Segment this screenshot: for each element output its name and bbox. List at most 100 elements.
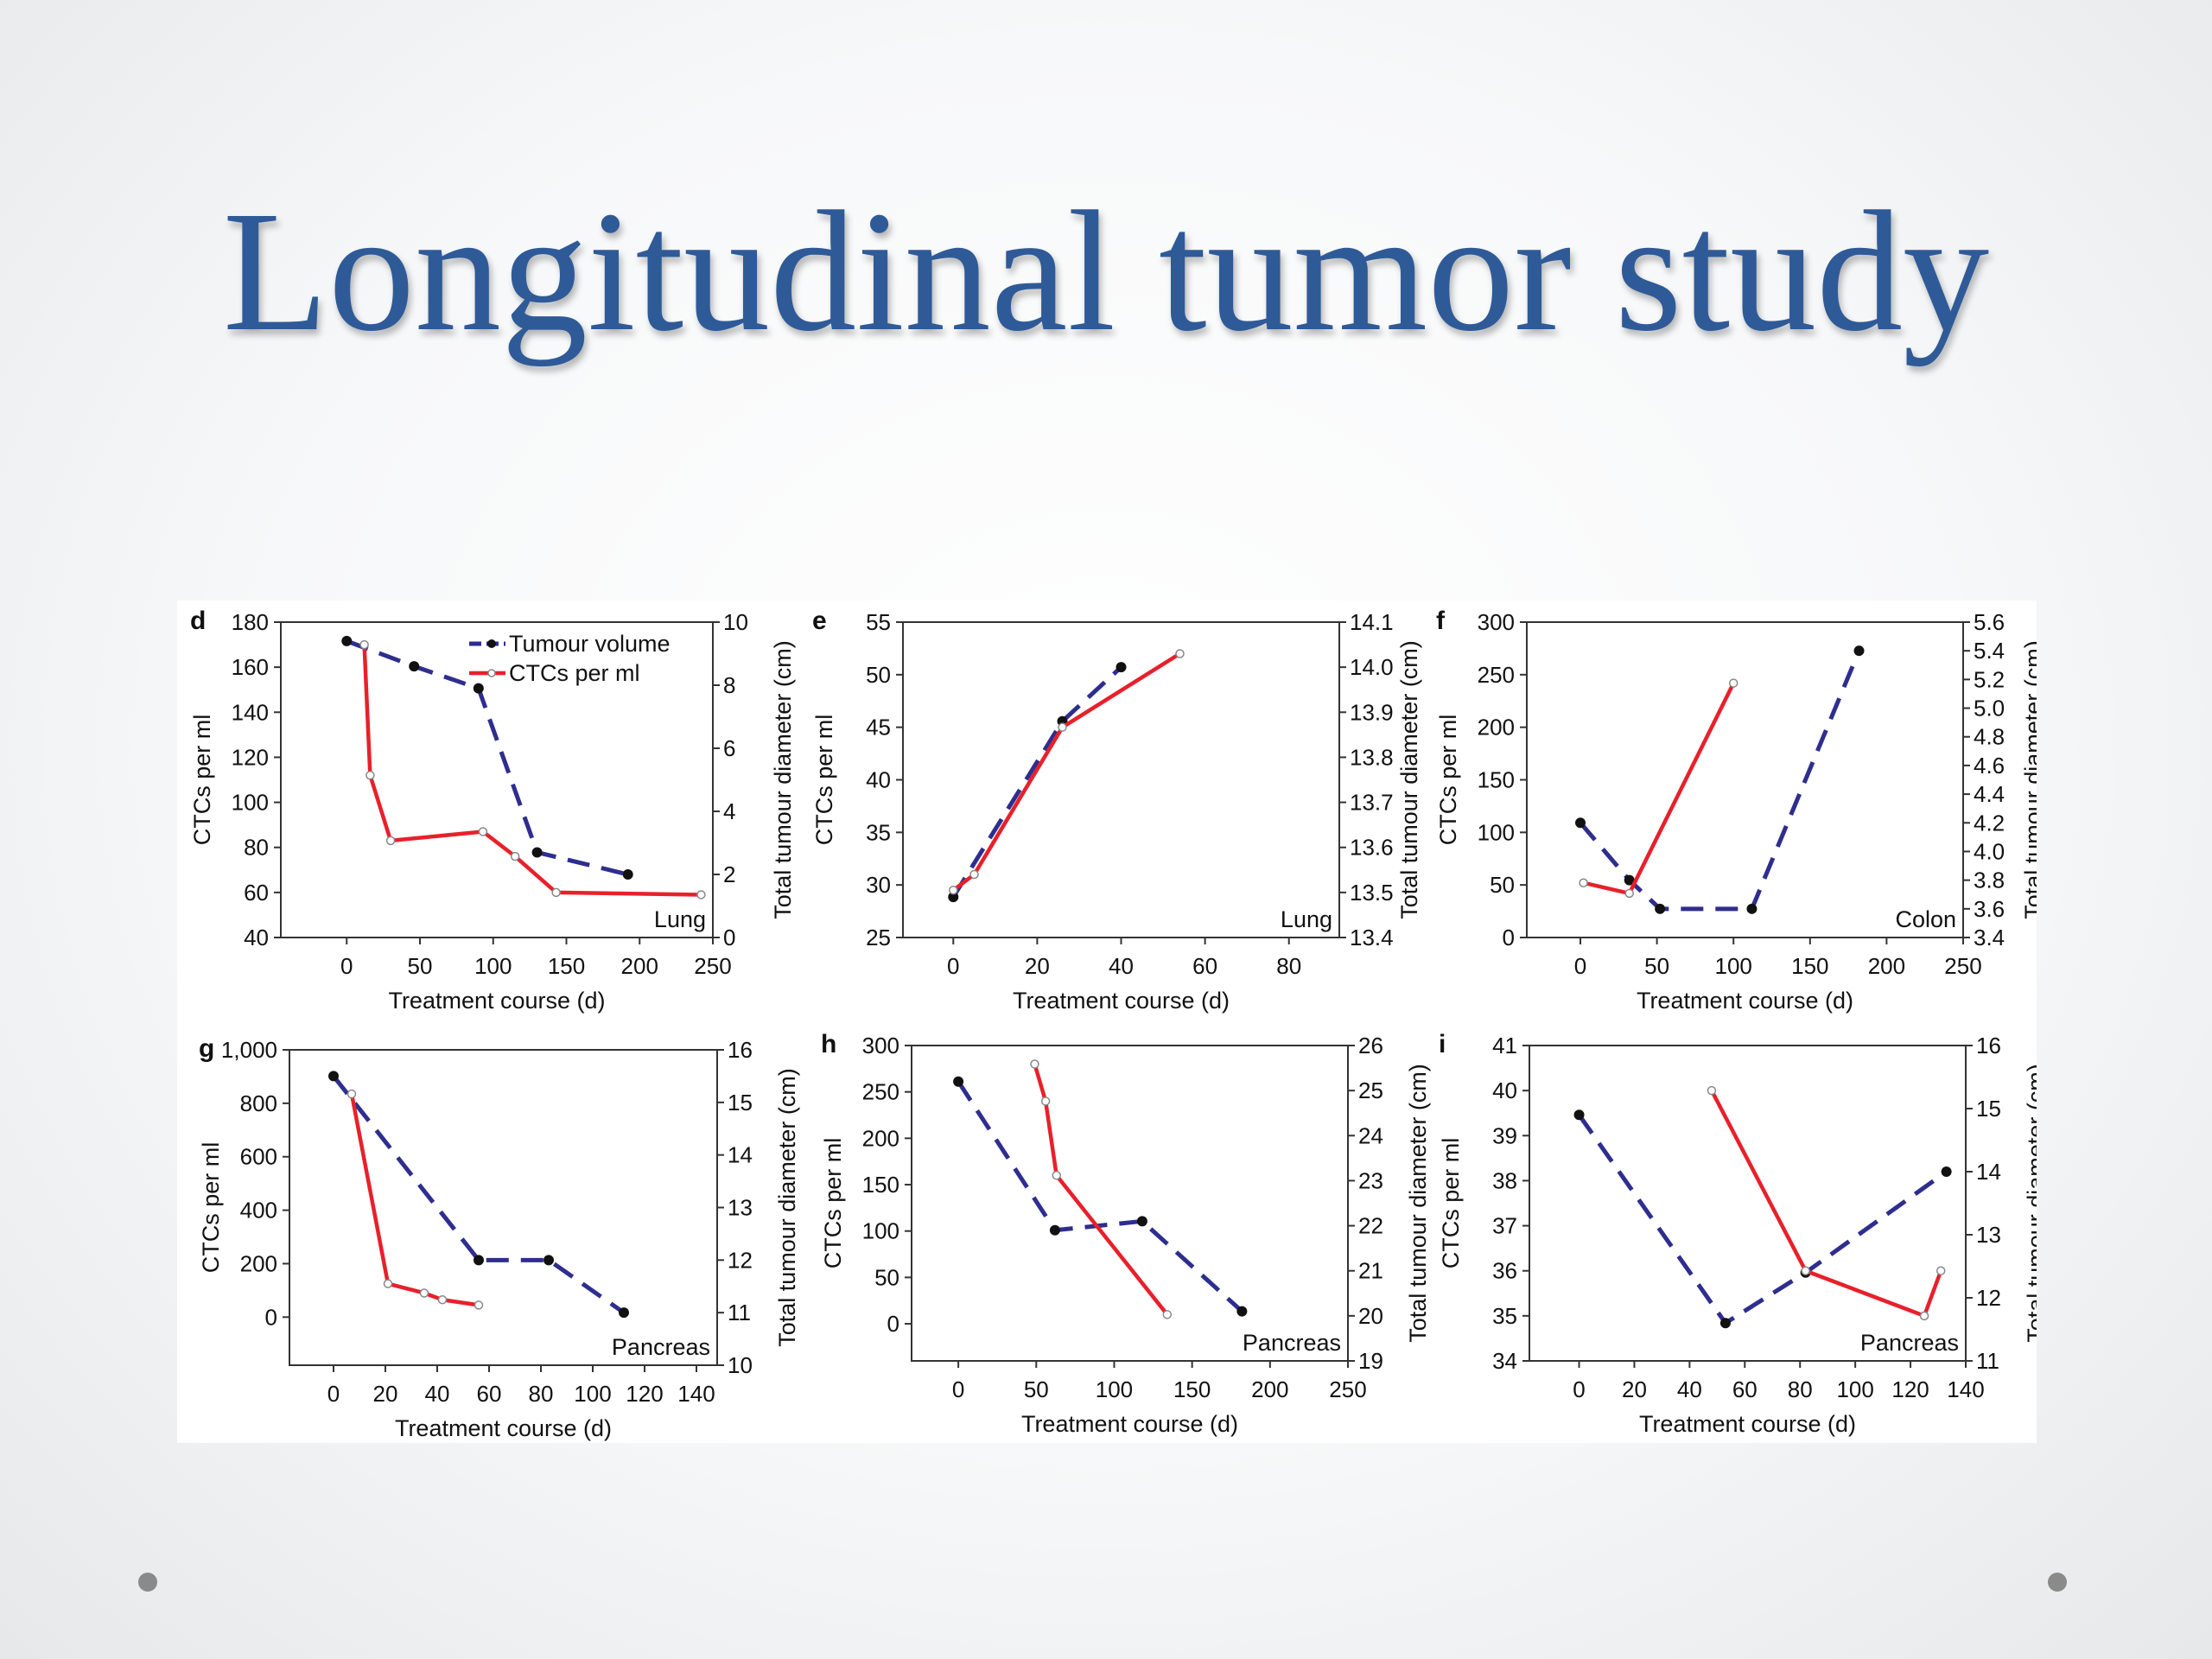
y2-tick-label: 3.6 xyxy=(1974,896,2005,922)
x-tick-label: 80 xyxy=(1788,1376,1813,1402)
tumour-volume-point xyxy=(1236,1306,1248,1317)
x-tick-label: 100 xyxy=(1096,1376,1133,1402)
ctc-point xyxy=(1175,649,1185,658)
y2-tick-label: 25 xyxy=(1358,1077,1383,1103)
x-tick-label: 250 xyxy=(694,953,731,979)
x-tick-label: 0 xyxy=(327,1381,340,1407)
x-tick-label: 250 xyxy=(1329,1376,1366,1402)
ctc-point xyxy=(365,771,375,780)
y-tick-label: 50 xyxy=(874,1264,899,1290)
y-axis-label: CTCs per ml xyxy=(1438,1138,1464,1269)
x-tick-label: 120 xyxy=(626,1381,663,1407)
tumour-volume-point xyxy=(409,661,420,672)
x-tick-label: 0 xyxy=(1574,953,1586,979)
y2-tick-label: 4.2 xyxy=(1974,810,2005,836)
ctc-point xyxy=(474,1300,484,1310)
y-tick-label: 1,000 xyxy=(221,1037,277,1063)
tumour-volume-point xyxy=(341,635,353,646)
x-tick-label: 80 xyxy=(1276,953,1301,979)
bullet-dot-right xyxy=(2048,1573,2067,1592)
ctc-point xyxy=(1162,1310,1173,1319)
y-tick-label: 120 xyxy=(232,744,269,770)
chart-panel-f: f 0 50 100 150 200 250 0 50 100 150 200 250 300 3.4 3.6… xyxy=(1435,607,2046,1014)
panel-letter: i xyxy=(1439,1030,1446,1058)
site-label: Pancreas xyxy=(612,1334,710,1360)
tumour-volume-point xyxy=(1116,662,1127,673)
y-tick-label: 50 xyxy=(866,662,891,688)
ctc-line xyxy=(1583,682,1736,896)
y2-tick-label: 5.4 xyxy=(1974,638,2005,664)
x-tick-label: 40 xyxy=(1677,1376,1702,1402)
y-tick-label: 150 xyxy=(1478,767,1515,793)
y2-axis-label: Total tumour diameter (cm) xyxy=(770,640,796,919)
y2-tick-label: 20 xyxy=(1358,1303,1383,1329)
y-tick-label: 30 xyxy=(866,872,891,898)
y2-tick-label: 0 xyxy=(723,925,735,950)
panel-letter: g xyxy=(199,1034,214,1063)
y-axis-label: CTCs per ml xyxy=(198,1142,224,1274)
y-tick-label: 40 xyxy=(244,925,269,950)
x-tick-label: 40 xyxy=(1109,953,1134,979)
site-label: Colon xyxy=(1895,906,1956,932)
y-tick-label: 36 xyxy=(1492,1258,1517,1284)
tumour-volume-point xyxy=(953,1076,964,1087)
tumour-volume-line xyxy=(1577,1113,1948,1325)
panel-letter: d xyxy=(190,607,206,635)
x-tick-label: 100 xyxy=(574,1381,611,1407)
ctc-point xyxy=(1728,678,1738,688)
tumour-volume-point xyxy=(1136,1216,1147,1227)
y-tick-label: 34 xyxy=(1492,1348,1517,1374)
ctc-point xyxy=(1579,878,1588,887)
tumour-volume-line xyxy=(957,1080,1244,1313)
y-tick-label: 60 xyxy=(244,880,269,906)
x-tick-label: 50 xyxy=(408,953,433,979)
tumour-volume-point xyxy=(531,847,543,858)
x-tick-label: 200 xyxy=(1868,953,1905,979)
y-tick-label: 40 xyxy=(866,767,891,793)
legend-tumour-label: Tumour volume xyxy=(509,631,671,657)
y2-tick-label: 13.7 xyxy=(1350,790,1394,816)
x-tick-label: 60 xyxy=(1192,953,1217,979)
site-label: Lung xyxy=(654,906,706,932)
y2-tick-label: 13.9 xyxy=(1350,699,1394,725)
y-tick-label: 140 xyxy=(232,699,269,725)
x-tick-label: 50 xyxy=(1024,1376,1049,1402)
ctc-point xyxy=(437,1294,448,1305)
tumour-volume-point xyxy=(1719,1318,1731,1329)
ctc-point xyxy=(346,1089,357,1099)
x-tick-label: 80 xyxy=(529,1381,554,1407)
y-tick-label: 400 xyxy=(240,1198,277,1224)
y-tick-label: 41 xyxy=(1492,1033,1517,1058)
y-tick-label: 25 xyxy=(866,925,891,950)
y2-tick-label: 14 xyxy=(728,1142,753,1168)
chart-panel-e: e 0 20 40 60 80 25 30 35 40 45 50 55 13.4 13.5 13.6 13.7… xyxy=(811,607,1422,1014)
tumour-volume-line xyxy=(1579,650,1861,912)
figure-svg: d0 50 100 150 200 250406080100120140160180024… xyxy=(189,607,2049,1441)
x-tick-label: 200 xyxy=(621,953,658,979)
plot-frame xyxy=(1529,1045,1967,1362)
ctc-line xyxy=(951,652,1181,893)
x-axis-label: Treatment course (d) xyxy=(395,1415,612,1441)
ctc-point xyxy=(1052,1171,1061,1180)
ctc-line xyxy=(1709,1090,1943,1319)
y-tick-label: 100 xyxy=(862,1218,899,1244)
y-tick-label: 150 xyxy=(862,1172,899,1198)
x-axis-label: Treatment course (d) xyxy=(1637,988,1853,1014)
y-tick-label: 80 xyxy=(244,835,269,861)
y-axis-label: CTCs per ml xyxy=(811,715,837,846)
y-tick-label: 600 xyxy=(240,1144,277,1170)
tumour-volume-point xyxy=(1853,645,1865,657)
ctc-point xyxy=(385,836,396,846)
legend: Tumour volume CTCs per ml xyxy=(469,631,671,686)
y2-tick-label: 10 xyxy=(723,609,748,635)
y-tick-label: 800 xyxy=(240,1090,277,1116)
x-tick-label: 100 xyxy=(1836,1376,1873,1402)
y2-axis-label: Total tumour diameter (cm) xyxy=(774,1068,800,1347)
x-axis-label: Treatment course (d) xyxy=(1639,1411,1856,1437)
y2-tick-label: 15 xyxy=(1976,1096,2001,1122)
x-tick-label: 0 xyxy=(1573,1376,1585,1402)
ctc-point xyxy=(1801,1266,1810,1275)
y2-tick-label: 3.4 xyxy=(1974,925,2005,950)
x-tick-label: 0 xyxy=(340,953,353,979)
site-label: Pancreas xyxy=(1860,1330,1959,1356)
